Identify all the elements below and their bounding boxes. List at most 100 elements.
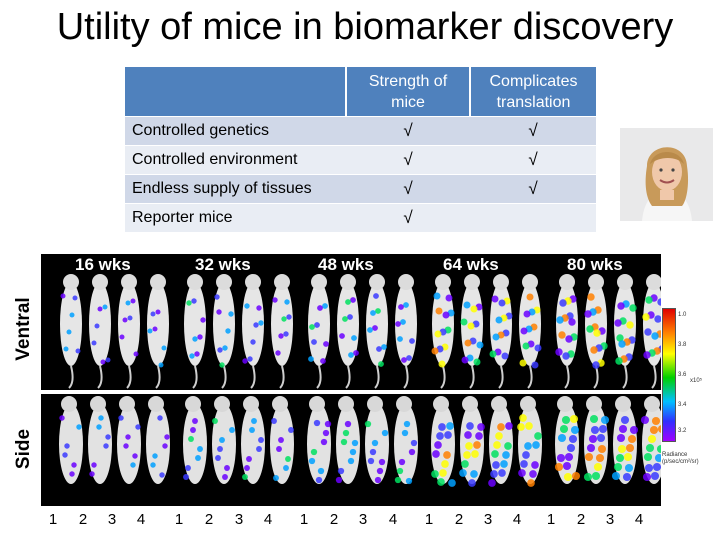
mouse-number: 1 [299,511,309,528]
ventral-mouse [271,274,293,389]
side-mouse [431,396,456,487]
scale-unit: x10⁵ [690,378,703,384]
ventral-mouse [118,274,140,389]
side-mouse [88,396,112,484]
mouse-number: 4 [263,511,273,528]
table-row: Reporter mice √ [125,203,596,232]
ventral-mouse [337,274,359,389]
side-mouse [212,396,236,484]
week-label: 32 wks [195,255,251,274]
complicates-check: √ [470,174,596,204]
header-blank [125,67,347,117]
mouse-number: 4 [136,511,146,528]
mouse-number: 3 [605,511,615,528]
side-mouse [183,396,207,484]
slide-title: Utility of mice in biomarker discovery [56,6,674,48]
ventral-mouse [147,274,169,389]
ventral-mouse [519,274,542,389]
scale-tick: 1.0 [678,312,687,318]
row-label: Reporter mice [125,203,346,232]
row-divider [41,390,661,394]
ventral-mouse [489,274,513,389]
side-mouse [59,396,83,484]
table-row: Controlled environment √ √ [125,145,596,175]
mice-imaging-figure [41,274,667,487]
mouse-number: 2 [78,511,88,528]
portrait-icon [620,128,713,221]
side-mouse [307,396,332,484]
table-header-row: Strength of mice Complicates translation [125,67,596,117]
mouse-number: 3 [234,511,244,528]
side-mouse [117,396,141,484]
side-mouse [146,396,170,484]
ventral-mouse [642,274,666,389]
scale-caption-line1: Radiance [662,452,688,458]
complicates-check: √ [470,145,596,175]
scale-tick: 3.4 [678,402,687,408]
mouse-number: 4 [388,511,398,528]
side-mouse [488,396,513,487]
week-label: 80 wks [567,255,623,274]
strength-check: √ [346,116,470,146]
summary-table: Strength of mice Complicates translation… [125,67,596,232]
ventral-mouse [89,274,111,389]
side-mouse [517,396,542,487]
week-label: 48 wks [318,255,374,274]
ventral-mouse [584,274,608,389]
mouse-number: 2 [329,511,339,528]
strength-check: √ [346,145,470,175]
mouse-number: 1 [48,511,58,528]
side-mouse [611,396,639,484]
ventral-mouse [614,274,637,389]
strength-check: √ [346,174,470,204]
week-label: 16 wks [75,255,131,274]
side-mouse [335,396,360,484]
row-label: Controlled environment [125,145,346,175]
ventral-mouse [60,274,82,389]
scale-tick: 3.2 [678,428,687,434]
side-mouse [394,396,418,485]
view-label-side: Side [13,428,34,470]
scale-tick: 3.6 [678,372,687,378]
ventral-mouse [308,274,330,389]
mouse-number: 1 [546,511,556,528]
mouse-number: 1 [174,511,184,528]
ventral-mouse [242,274,264,389]
ventral-mouse [213,274,235,389]
scale-caption: Radiance (p/sec/cm²/sr) [662,452,699,466]
mouse-number: 2 [454,511,464,528]
side-mouse [270,396,294,484]
ventral-mouse [431,274,455,389]
table-row: Controlled genetics √ √ [125,116,596,146]
imaging-panel [41,254,667,506]
strength-check: √ [346,203,470,232]
side-mouse [364,396,389,484]
header-strength: Strength of mice [346,67,471,117]
mouse-number: 2 [204,511,214,528]
ventral-mouse [555,274,578,389]
scale-tick: 3.8 [678,342,687,348]
mouse-number: 3 [483,511,493,528]
week-label: 64 wks [443,255,499,274]
scale-caption-line2: (p/sec/cm²/sr) [662,459,699,465]
radiance-scale-bar [662,308,676,442]
complicates-check: √ [470,116,596,146]
ventral-mouse [460,274,484,389]
side-mouse [583,396,610,484]
ventral-mouse [395,274,417,389]
ventral-mouse [184,274,206,389]
row-label: Endless supply of tissues [125,174,346,204]
presenter-photo [620,128,713,221]
view-label-ventral: Ventral [13,297,34,361]
side-mouse [640,396,667,484]
mouse-number: 3 [107,511,117,528]
table-row: Endless supply of tissues √ √ [125,174,596,204]
side-mouse [554,396,581,484]
complicates-check [470,203,596,232]
row-label: Controlled genetics [125,116,346,146]
mouse-number: 2 [576,511,586,528]
mouse-number: 3 [358,511,368,528]
header-complicates: Complicates translation [470,67,596,117]
side-mouse [459,396,485,487]
mouse-number: 4 [634,511,644,528]
